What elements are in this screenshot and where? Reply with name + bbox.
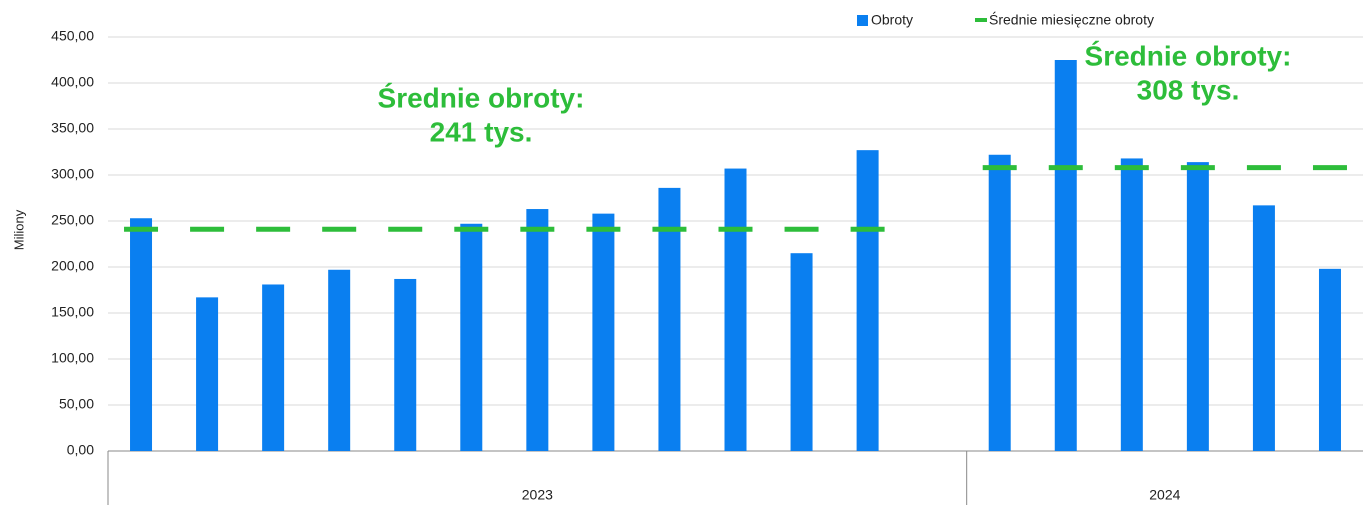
bar <box>196 297 219 451</box>
annotation: Średnie obroty: <box>378 82 585 113</box>
legend-swatch <box>857 15 868 26</box>
bar <box>328 269 351 451</box>
y-tick-label: 50,00 <box>59 396 94 412</box>
y-tick-label: 250,00 <box>51 212 94 228</box>
bar <box>1054 60 1077 451</box>
bar <box>262 284 285 451</box>
annotation: 241 tys. <box>430 116 533 147</box>
y-tick-label: 300,00 <box>51 166 94 182</box>
bar <box>1120 158 1143 451</box>
bar <box>658 187 681 451</box>
legend-label: Średnie miesięczne obroty <box>989 11 1154 28</box>
bar <box>1318 268 1341 451</box>
y-tick-label: 400,00 <box>51 74 94 90</box>
bar <box>460 223 483 451</box>
legend-label: Obroty <box>871 12 913 28</box>
bar <box>856 150 879 451</box>
y-tick-label: 350,00 <box>51 120 94 136</box>
bar <box>724 168 747 451</box>
bar <box>592 213 615 451</box>
group-label: 2023 <box>522 487 553 503</box>
y-tick-label: 450,00 <box>51 28 94 44</box>
bar <box>130 218 153 451</box>
group-label: 2024 <box>1149 487 1180 503</box>
annotation: Średnie obroty: <box>1085 40 1292 71</box>
bar <box>1186 162 1209 451</box>
annotation: 308 tys. <box>1137 74 1240 105</box>
y-tick-label: 200,00 <box>51 258 94 274</box>
bar <box>790 253 813 451</box>
bar <box>526 209 549 451</box>
y-tick-label: 100,00 <box>51 350 94 366</box>
y-tick-label: 150,00 <box>51 304 94 320</box>
y-axis-label: Miliony <box>11 209 26 250</box>
bar <box>988 154 1011 451</box>
bar <box>1252 205 1275 451</box>
bar <box>394 278 417 451</box>
y-tick-label: 0,00 <box>67 442 94 458</box>
